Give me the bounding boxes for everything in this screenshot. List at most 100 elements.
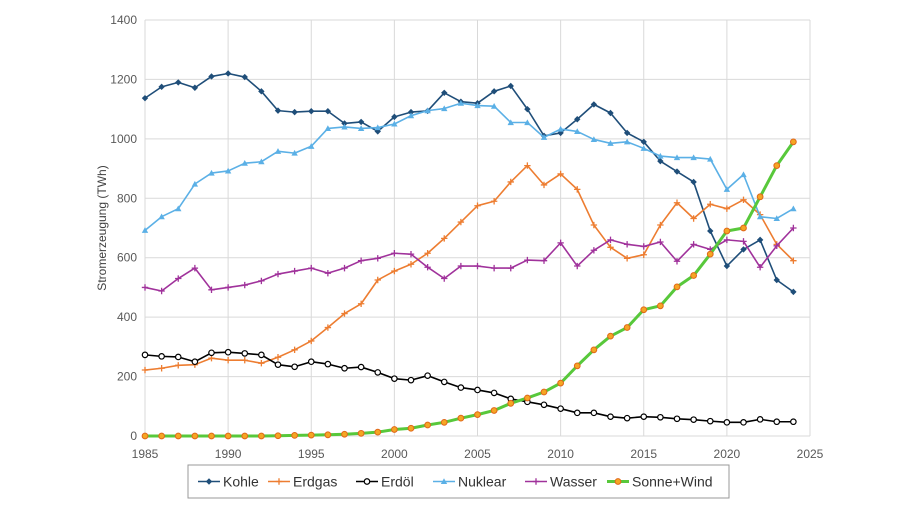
legend-item-wasser: Wasser (525, 474, 597, 490)
data-point (258, 360, 265, 367)
data-point (573, 409, 581, 417)
data-point (241, 160, 248, 166)
data-point (241, 357, 248, 364)
data-point (540, 401, 548, 409)
data-point (640, 243, 647, 250)
data-point (291, 149, 298, 156)
data-point (274, 354, 282, 361)
x-tick-labels: 1985 1990 1995 2000 2005 2010 2015 2020 2025 (132, 447, 824, 461)
data-point (291, 346, 298, 354)
data-point (507, 82, 514, 90)
data-point (407, 376, 415, 384)
data-point (557, 125, 564, 132)
data-point (308, 108, 315, 115)
legend-label: Kohle (223, 474, 259, 490)
x-tick-label: 2000 (381, 447, 408, 461)
legend: Kohle Erdgas Erdöl Nuklear Wasser Sonne+Wind (187, 464, 730, 499)
data-point (590, 247, 598, 254)
data-point (191, 432, 199, 440)
data-point (490, 389, 498, 397)
data-point (490, 102, 498, 109)
data-point (740, 419, 747, 426)
data-point (158, 365, 165, 372)
data-point (191, 264, 199, 272)
data-point (341, 120, 348, 127)
x-tick-label: 2025 (797, 447, 824, 461)
data-point (557, 379, 565, 387)
legend-item-erd-l: Erdöl (356, 474, 414, 490)
data-point (224, 357, 232, 364)
gridlines (144, 19, 811, 437)
data-point (524, 256, 531, 264)
data-point (457, 100, 465, 106)
data-point (141, 432, 149, 440)
y-tick-label: 200 (117, 370, 137, 384)
data-point (308, 337, 315, 345)
data-point (440, 418, 448, 426)
data-point (723, 419, 731, 426)
data-point (291, 108, 298, 116)
data-point (141, 284, 149, 291)
data-point (723, 186, 731, 192)
data-point (457, 414, 465, 422)
data-point (424, 421, 432, 429)
data-point (490, 264, 498, 272)
data-point (341, 430, 348, 438)
data-point (540, 257, 548, 264)
data-point (640, 145, 647, 151)
data-point (640, 413, 648, 421)
data-point (374, 276, 381, 284)
data-point (673, 258, 681, 265)
data-point (224, 70, 232, 77)
data-point (640, 251, 647, 258)
data-point (374, 124, 381, 131)
data-point (607, 332, 614, 340)
data-point (707, 155, 714, 162)
data-point (224, 284, 232, 291)
data-point (158, 287, 165, 295)
y-tick-label: 0 (130, 429, 137, 443)
data-point (557, 170, 564, 178)
data-point (307, 358, 315, 366)
data-point (357, 429, 365, 437)
series-sonne-wind (141, 138, 797, 440)
data-point (291, 363, 298, 371)
data-point (707, 201, 714, 208)
data-point (191, 180, 199, 187)
data-point (507, 119, 514, 126)
data-point (740, 196, 747, 203)
data-point (391, 113, 398, 121)
data-point (756, 236, 764, 244)
data-point (274, 361, 282, 369)
data-point (424, 264, 431, 271)
data-point (490, 198, 498, 205)
data-point (158, 353, 165, 360)
data-point (208, 349, 215, 357)
data-point (690, 416, 697, 423)
data-point (474, 102, 481, 109)
data-point (623, 138, 631, 145)
data-point (690, 178, 697, 186)
legend-marker (205, 478, 213, 485)
data-point (557, 239, 564, 247)
data-point (673, 283, 681, 291)
data-point (540, 388, 548, 396)
data-point (175, 205, 182, 212)
data-point (174, 353, 182, 361)
data-point (391, 267, 398, 275)
data-point (241, 281, 248, 289)
data-point (673, 168, 681, 175)
data-point (773, 162, 781, 169)
data-point (673, 199, 681, 206)
data-point (390, 426, 398, 433)
series-layer (141, 70, 797, 440)
data-point (324, 108, 332, 115)
data-point (291, 432, 299, 439)
data-point (607, 236, 614, 244)
data-point (424, 250, 431, 257)
data-point (607, 413, 614, 421)
legend-label: Wasser (550, 474, 597, 490)
data-point (407, 424, 415, 432)
data-point (524, 105, 531, 113)
